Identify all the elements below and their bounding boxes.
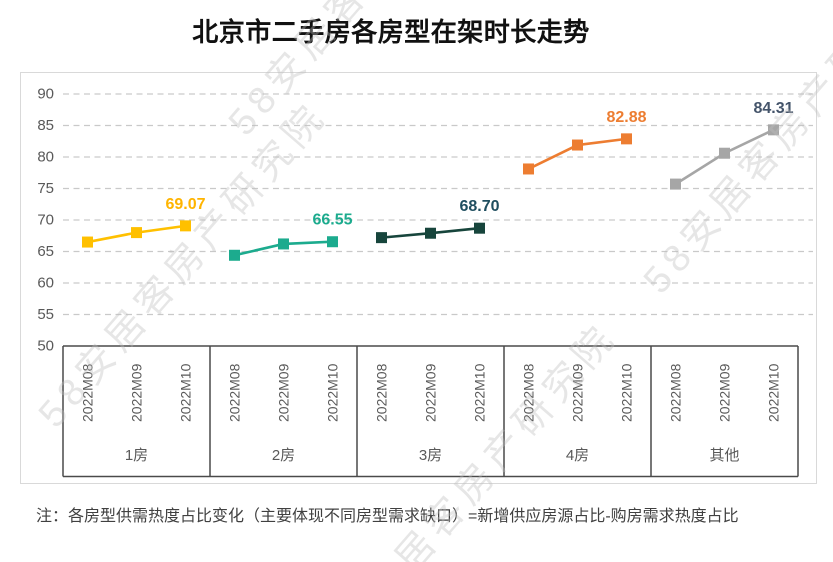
month-label: 2022M10 [472, 363, 488, 422]
data-point-marker [82, 236, 93, 248]
month-label: 2022M10 [178, 363, 194, 422]
chart-panel: 50 55 60 65 70 75 80 85 90 2022M08 2022M09 2022M10 1… [20, 72, 817, 484]
y-tick-label: 90 [37, 86, 54, 103]
data-point-marker [327, 236, 338, 248]
series-value-label: 82.88 [606, 109, 646, 126]
series-value-label: 66.55 [312, 212, 352, 229]
y-tick-label: 85 [37, 117, 54, 134]
footnote: 注：各房型供需热度占比变化（主要体现不同房型需求缺口）=新增供应房源占比-购房需… [36, 508, 739, 525]
month-label: 2022M08 [80, 363, 96, 422]
series-value-label: 68.70 [459, 198, 499, 215]
month-label: 2022M08 [227, 363, 243, 422]
month-label: 2022M08 [668, 363, 684, 422]
series-value-label: 84.31 [753, 100, 793, 117]
month-label: 2022M10 [325, 363, 341, 422]
group-label: 其他 [709, 447, 739, 464]
month-label: 2022M09 [423, 363, 439, 422]
month-label: 2022M09 [276, 363, 292, 422]
month-label: 2022M09 [570, 363, 586, 422]
group-label: 4房 [566, 447, 589, 464]
y-tick-label: 60 [37, 275, 54, 292]
data-point-marker [768, 124, 779, 136]
data-point-marker [229, 249, 240, 261]
y-tick-label: 55 [37, 306, 54, 323]
month-label: 2022M09 [717, 363, 733, 422]
data-point-marker [474, 222, 485, 234]
data-point-marker [180, 220, 191, 232]
data-point-marker [621, 133, 632, 145]
month-label: 2022M10 [619, 363, 635, 422]
data-point-marker [523, 163, 534, 175]
month-label: 2022M08 [374, 363, 390, 422]
month-label: 2022M09 [129, 363, 145, 422]
y-tick-label: 50 [37, 338, 54, 355]
chart-svg: 50 55 60 65 70 75 80 85 90 2022M08 2022M09 2022M10 1… [37, 86, 813, 478]
group-label: 3房 [419, 447, 442, 464]
data-point-marker [572, 139, 583, 151]
month-label: 2022M08 [521, 363, 537, 422]
data-point-marker [278, 238, 289, 250]
chart-title: 北京市二手房各房型在架时长走势 [192, 17, 590, 47]
month-label: 2022M10 [766, 363, 782, 422]
y-tick-label: 75 [37, 180, 54, 197]
data-point-marker [670, 178, 681, 190]
series-value-label: 69.07 [165, 196, 205, 213]
group-label: 1房 [125, 447, 148, 464]
y-tick-label: 80 [37, 149, 54, 166]
data-point-marker [376, 232, 387, 244]
data-point-marker [425, 227, 436, 239]
group-label: 2房 [272, 447, 295, 464]
y-tick-label: 70 [37, 212, 54, 229]
data-point-marker [719, 147, 730, 159]
y-tick-label: 65 [37, 243, 54, 260]
data-point-marker [131, 227, 142, 239]
